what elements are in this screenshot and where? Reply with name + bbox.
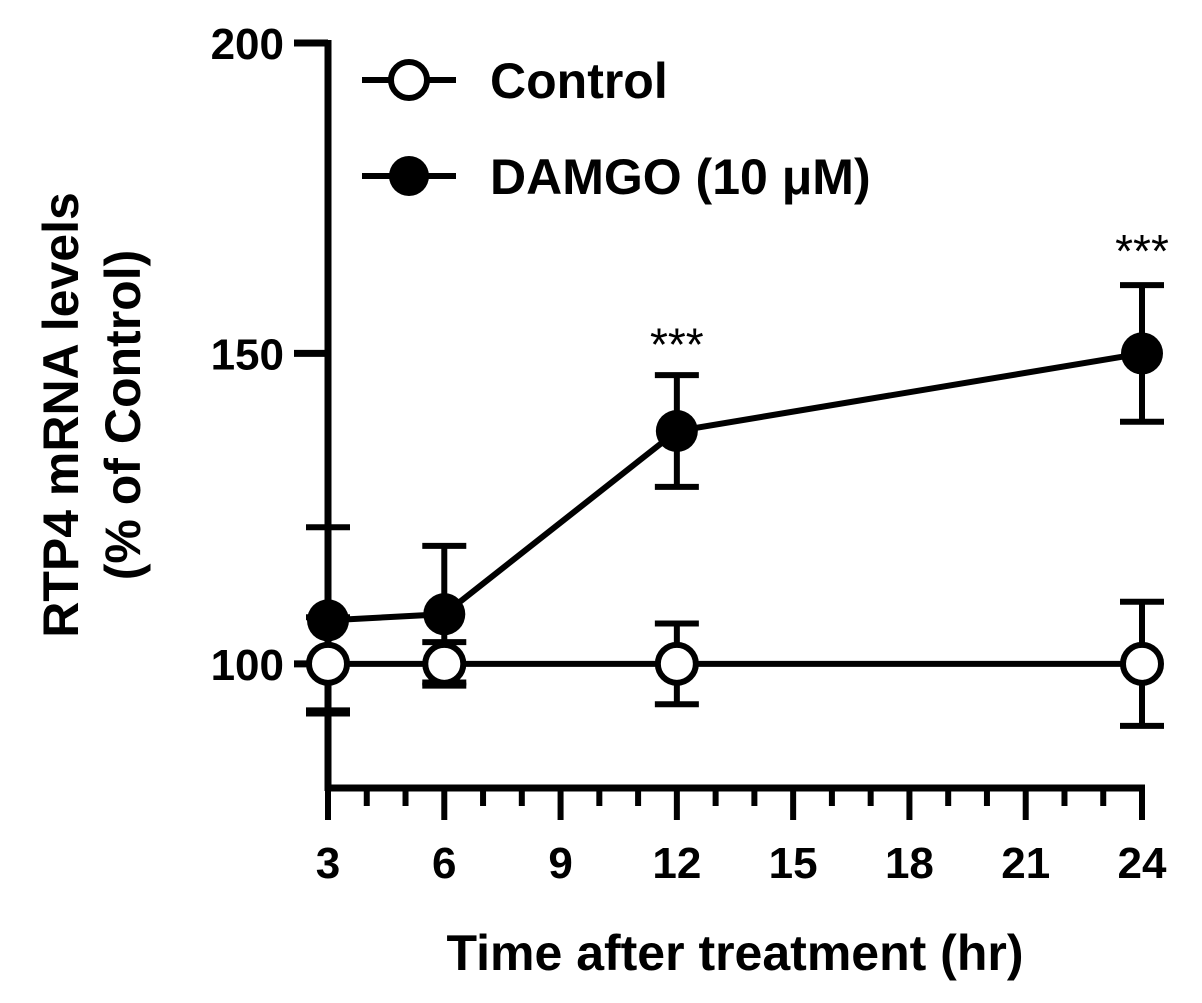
legend-item-control: Control [362,53,668,109]
x-tick-label: 24 [1118,839,1167,888]
y-axis-title-line1: RTP4 mRNA levels [33,192,89,638]
data-point-control [422,641,467,686]
y-tick-label: 150 [211,330,284,379]
y-tick-label: 200 [211,20,284,69]
data-point-damgo [1121,332,1163,375]
data-point-damgo [423,593,466,636]
x-tick-label: 21 [1001,839,1050,888]
legend: Control DAMGO (10 μM) [362,53,871,205]
legend-filled-circle-icon [389,156,429,196]
y-tick-label: 100 [211,641,284,690]
data-point-control [1120,641,1164,686]
legend-label-damgo: DAMGO (10 μM) [490,149,871,205]
significance-annotation: *** [650,318,704,370]
x-axis-title: Time after treatment (hr) [447,925,1024,981]
x-tick-label: 3 [316,839,340,888]
data-point-damgo [307,599,349,642]
x-tick-label: 6 [432,839,456,888]
series-line-damgo [327,350,1143,624]
y-axis-title: RTP4 mRNA levels (% of Control) [33,192,151,638]
x-tick-label: 15 [769,839,818,888]
significance-annotation: *** [1115,225,1169,277]
data-point-damgo [655,410,698,453]
y-axis-title-line2: (% of Control) [95,250,151,580]
data-point-control [306,641,350,686]
axes: 100 150 200 3 6 9 12 15 18 21 24 [211,20,1167,888]
series-layer [306,282,1164,729]
x-tick-label: 18 [885,839,934,888]
legend-open-circle-icon [388,59,430,101]
data-point-control [654,641,699,686]
annotation-layer: *** *** [650,225,1169,370]
x-tick-label: 12 [652,839,701,888]
legend-item-damgo: DAMGO (10 μM) [362,149,871,205]
x-tick-label: 9 [548,839,572,888]
legend-label-control: Control [490,53,668,109]
